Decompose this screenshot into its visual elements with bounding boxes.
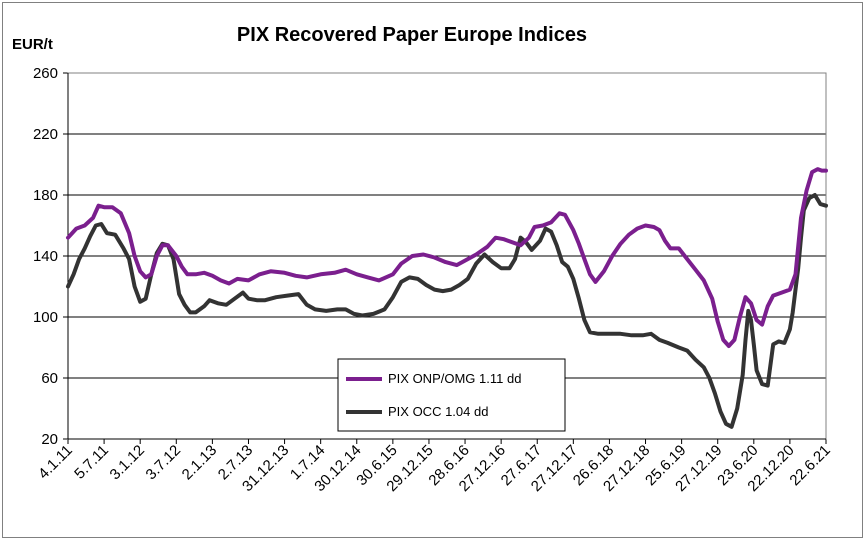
plot-area: [67, 72, 827, 440]
legend: PIX ONP/OMG 1.11 dd PIX OCC 1.04 dd: [337, 358, 566, 432]
y-tick-label-220: 220: [33, 126, 58, 143]
series-line-0: [66, 167, 828, 348]
y-tick-label-260: 260: [33, 65, 58, 82]
x-tick-label: 5.7.11: [71, 442, 112, 483]
x-tick-label: 22.6.21: [786, 442, 833, 489]
x-tick-labels: 4.1.115.7.113.1.123.7.122.1.132.7.1331.1…: [35, 439, 834, 495]
y-tick-labels: 20 60 100 140 180 220 260: [33, 65, 58, 448]
y-tick-label-60: 60: [41, 370, 58, 387]
y-tick-label-140: 140: [33, 248, 58, 265]
y-tick-label-20: 20: [41, 431, 58, 448]
y-tick-label-180: 180: [33, 187, 58, 204]
series-line-1: [66, 193, 828, 429]
y-axis-label: EUR/t: [12, 36, 53, 53]
chart-title: PIX Recovered Paper Europe Indices: [237, 24, 587, 46]
legend-box: [337, 358, 566, 432]
x-tick-label: 3.7.12: [143, 442, 185, 484]
legend-label-onp-omg: PIX ONP/OMG 1.11 dd: [388, 371, 521, 386]
x-tick-label: 2.1.13: [179, 442, 221, 484]
y-tick-label-100: 100: [33, 309, 58, 326]
x-tick-label: 3.1.12: [106, 442, 148, 484]
series-lines: [66, 167, 828, 429]
legend-label-occ: PIX OCC 1.04 dd: [388, 404, 488, 419]
